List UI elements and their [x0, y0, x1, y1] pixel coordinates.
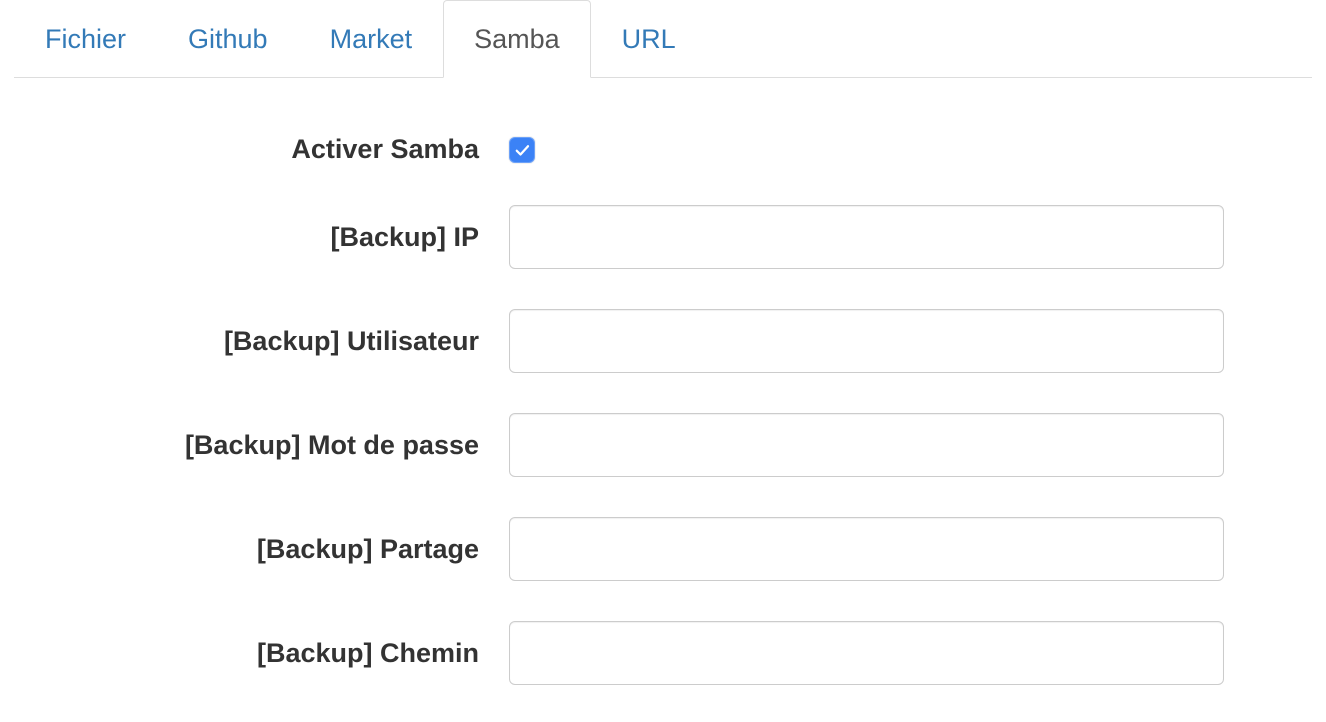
label-backup-share: [Backup] Partage: [14, 534, 509, 565]
input-backup-password[interactable]: [509, 413, 1224, 477]
input-backup-ip[interactable]: [509, 205, 1224, 269]
tab-url[interactable]: URL: [591, 0, 707, 78]
label-activate-samba: Activer Samba: [14, 134, 509, 165]
tab-label: Fichier: [45, 24, 126, 54]
checkbox-activate-samba[interactable]: [509, 137, 535, 163]
source-tabs: Fichier Github Market Samba URL: [14, 0, 1312, 78]
label-backup-password: [Backup] Mot de passe: [14, 430, 509, 461]
input-backup-user[interactable]: [509, 309, 1224, 373]
tab-label: Market: [330, 24, 413, 54]
samba-form: Activer Samba [Backup] IP [Backup] Utili…: [14, 78, 1312, 685]
tab-label: Samba: [474, 24, 560, 54]
tab-label: URL: [622, 24, 676, 54]
input-backup-share[interactable]: [509, 517, 1224, 581]
label-backup-path: [Backup] Chemin: [14, 638, 509, 669]
tab-github[interactable]: Github: [157, 0, 299, 78]
check-icon: [513, 141, 531, 159]
label-backup-ip: [Backup] IP: [14, 222, 509, 253]
tab-samba[interactable]: Samba: [443, 0, 591, 78]
tab-label: Github: [188, 24, 268, 54]
tab-market[interactable]: Market: [299, 0, 444, 78]
input-backup-path[interactable]: [509, 621, 1224, 685]
label-backup-user: [Backup] Utilisateur: [14, 326, 509, 357]
tab-fichier[interactable]: Fichier: [14, 0, 157, 78]
